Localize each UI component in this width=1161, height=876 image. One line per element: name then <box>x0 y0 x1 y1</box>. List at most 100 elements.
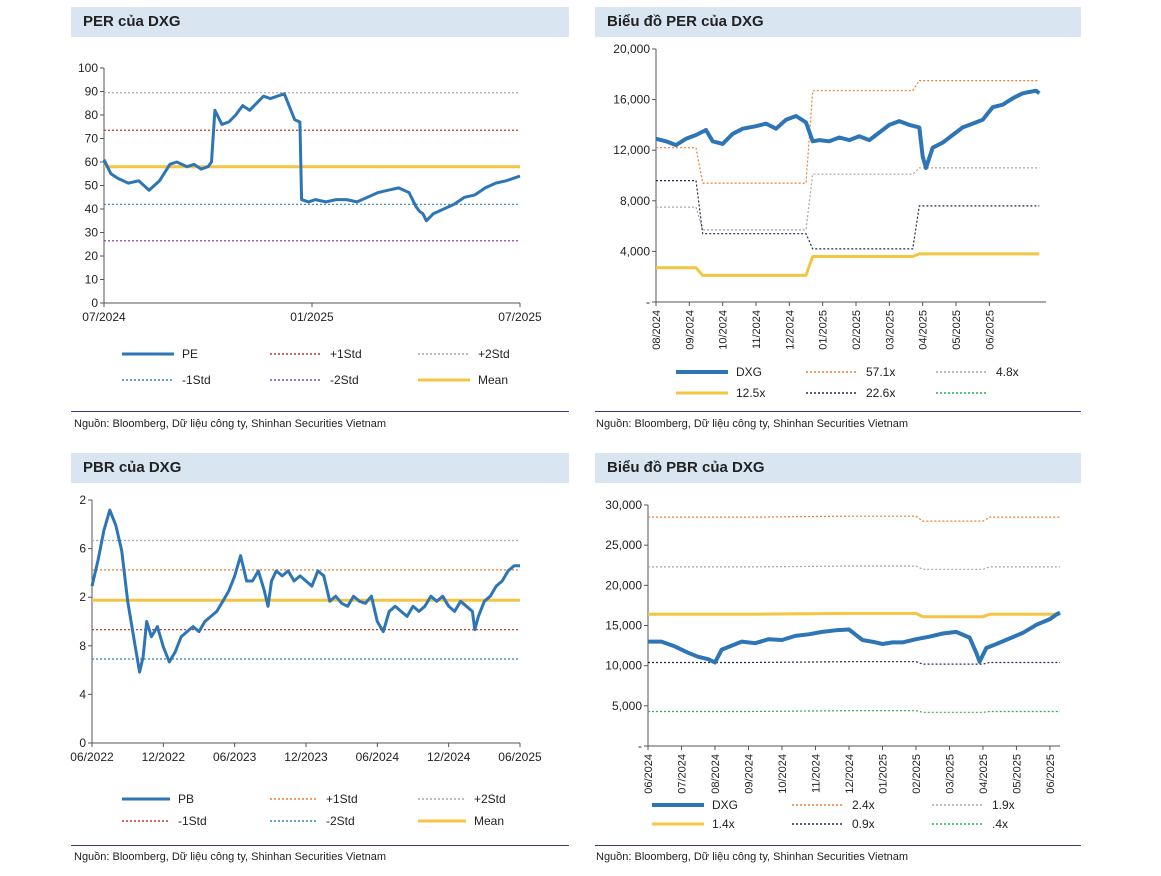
y-tick-label: 90 <box>85 85 99 99</box>
series-line <box>648 565 1060 570</box>
panel-header-pbr-band: Biểu đồ PBR của DXG <box>595 453 1081 483</box>
x-tick-label: 12/2023 <box>284 750 328 764</box>
x-tick-label: 10/2024 <box>777 754 789 794</box>
legend-label: +2Std <box>474 792 506 806</box>
series-line <box>656 252 1040 277</box>
y-tick-label: 15,000 <box>605 619 642 633</box>
y-tick-label: 2 <box>79 493 86 507</box>
x-tick-label: 12/2024 <box>427 750 471 764</box>
chart-per-band: - 4,000 8,000 12,000 16,000 20,000 08/2024 09/2… <box>613 42 1046 400</box>
legend-label: 4.8x <box>996 365 1019 379</box>
legend-label: 1.4x <box>712 817 735 831</box>
y-tick-label: 10 <box>85 273 99 287</box>
series-line <box>648 710 1060 713</box>
series-line <box>90 508 520 674</box>
y-tick-label: 20,000 <box>605 578 642 592</box>
legend-label: +1Std <box>330 347 362 361</box>
x-tick-label: 06/2022 <box>70 750 114 764</box>
x-tick-label: 02/2025 <box>911 754 923 794</box>
legend-label: Mean <box>478 373 508 387</box>
legend-label: 12.5x <box>736 386 765 400</box>
x-tick-label: 01/2025 <box>290 310 334 324</box>
divider <box>595 411 1081 412</box>
y-tick-label: 100 <box>78 61 98 75</box>
x-tick-label: 08/2024 <box>710 754 722 794</box>
panel-title: PBR của DXG <box>83 459 182 476</box>
x-tick-label: 04/2025 <box>918 310 930 350</box>
y-tick-label: 4,000 <box>620 244 650 258</box>
x-tick-label: 11/2024 <box>751 310 763 349</box>
chart-per: 0 10 20 30 40 50 60 70 80 90 100 07/2024 01/2025 07/2… <box>78 61 542 387</box>
chart-pbr-band: - 5,000 10,000 15,000 20,000 25,000 30,000 06/2… <box>605 498 1061 831</box>
x-tick-label: 06/2025 <box>498 750 542 764</box>
x-tick-label: 01/2025 <box>877 754 889 794</box>
legend-label: DXG <box>736 365 762 379</box>
y-tick-label: 6 <box>79 542 86 556</box>
x-tick-label: 10/2024 <box>718 310 730 350</box>
legend-label: -2Std <box>330 373 359 387</box>
legend-label: 0.9x <box>852 817 875 831</box>
y-tick-label: 25,000 <box>605 538 642 552</box>
legend-label: -1Std <box>178 814 207 828</box>
legend-label: 1.9x <box>992 798 1015 812</box>
x-tick-label: 12/2024 <box>784 310 796 350</box>
x-tick-label: 12/2022 <box>142 750 186 764</box>
x-tick-label: 04/2025 <box>978 754 990 794</box>
y-tick-label: 0 <box>79 736 86 750</box>
panel-header-pbr: PBR của DXG <box>71 453 569 483</box>
y-tick-label: 2 <box>79 590 86 604</box>
source-note: Nguồn: Bloomberg, Dữ liệu công ty, Shinh… <box>596 418 909 430</box>
y-tick-label: 50 <box>85 179 99 193</box>
x-tick-label: 03/2025 <box>884 310 896 350</box>
y-tick-label: 30,000 <box>605 498 642 512</box>
divider <box>71 411 569 412</box>
series-line <box>102 92 521 223</box>
y-tick-label: - <box>638 739 642 753</box>
legend-label: 57.1x <box>866 365 895 379</box>
legend-label: PE <box>182 347 198 361</box>
legend-label: Mean <box>474 814 504 828</box>
x-tick-label: 12/2024 <box>844 754 856 794</box>
y-tick-label: - <box>646 295 650 309</box>
y-tick-label: 70 <box>85 132 99 146</box>
series-line <box>656 79 1040 184</box>
divider <box>595 845 1081 846</box>
y-tick-label: 40 <box>85 202 99 216</box>
series-line <box>656 167 1040 231</box>
y-tick-label: 4 <box>79 687 86 701</box>
x-tick-label: 05/2025 <box>951 310 963 350</box>
panel-title: Biểu đồ PER của DXG <box>607 13 764 30</box>
y-tick-label: 16,000 <box>613 93 650 107</box>
y-tick-label: 30 <box>85 226 99 240</box>
panel-header-per-band: Biểu đồ PER của DXG <box>595 7 1081 37</box>
y-tick-label: 20,000 <box>613 42 650 56</box>
y-tick-label: 80 <box>85 108 99 122</box>
legend-label: +2Std <box>478 347 510 361</box>
series-line <box>648 610 1061 665</box>
divider <box>71 845 569 846</box>
y-tick-label: 12,000 <box>613 143 650 157</box>
series-line <box>656 180 1040 250</box>
y-tick-label: 8,000 <box>620 194 650 208</box>
chart-pbr: 0 4 8 2 6 2 06/2022 12/2022 06/2023 12/2023 06/202… <box>70 493 542 828</box>
y-tick-label: 8 <box>79 639 86 653</box>
y-tick-label: 0 <box>91 296 98 310</box>
source-note: Nguồn: Bloomberg, Dữ liệu công ty, Shinh… <box>74 851 387 863</box>
legend-label: .4x <box>992 817 1008 831</box>
x-tick-label: 06/2024 <box>356 750 400 764</box>
x-tick-label: 09/2024 <box>684 310 696 350</box>
legend-label: PB <box>178 792 194 806</box>
legend-label: 22.6x <box>866 386 895 400</box>
panel-header-per: PER của DXG <box>71 7 569 37</box>
legend-label: -2Std <box>326 814 355 828</box>
x-tick-label: 06/2024 <box>643 754 655 794</box>
x-tick-label: 07/2025 <box>498 310 542 324</box>
x-tick-label: 07/2024 <box>82 310 126 324</box>
y-tick-label: 10,000 <box>605 659 642 673</box>
x-tick-label: 06/2023 <box>213 750 257 764</box>
series-line <box>648 661 1060 665</box>
series-line <box>655 88 1041 170</box>
x-tick-label: 08/2024 <box>651 310 663 350</box>
x-tick-label: 06/2025 <box>1045 754 1057 794</box>
x-tick-label: 07/2024 <box>676 754 688 794</box>
